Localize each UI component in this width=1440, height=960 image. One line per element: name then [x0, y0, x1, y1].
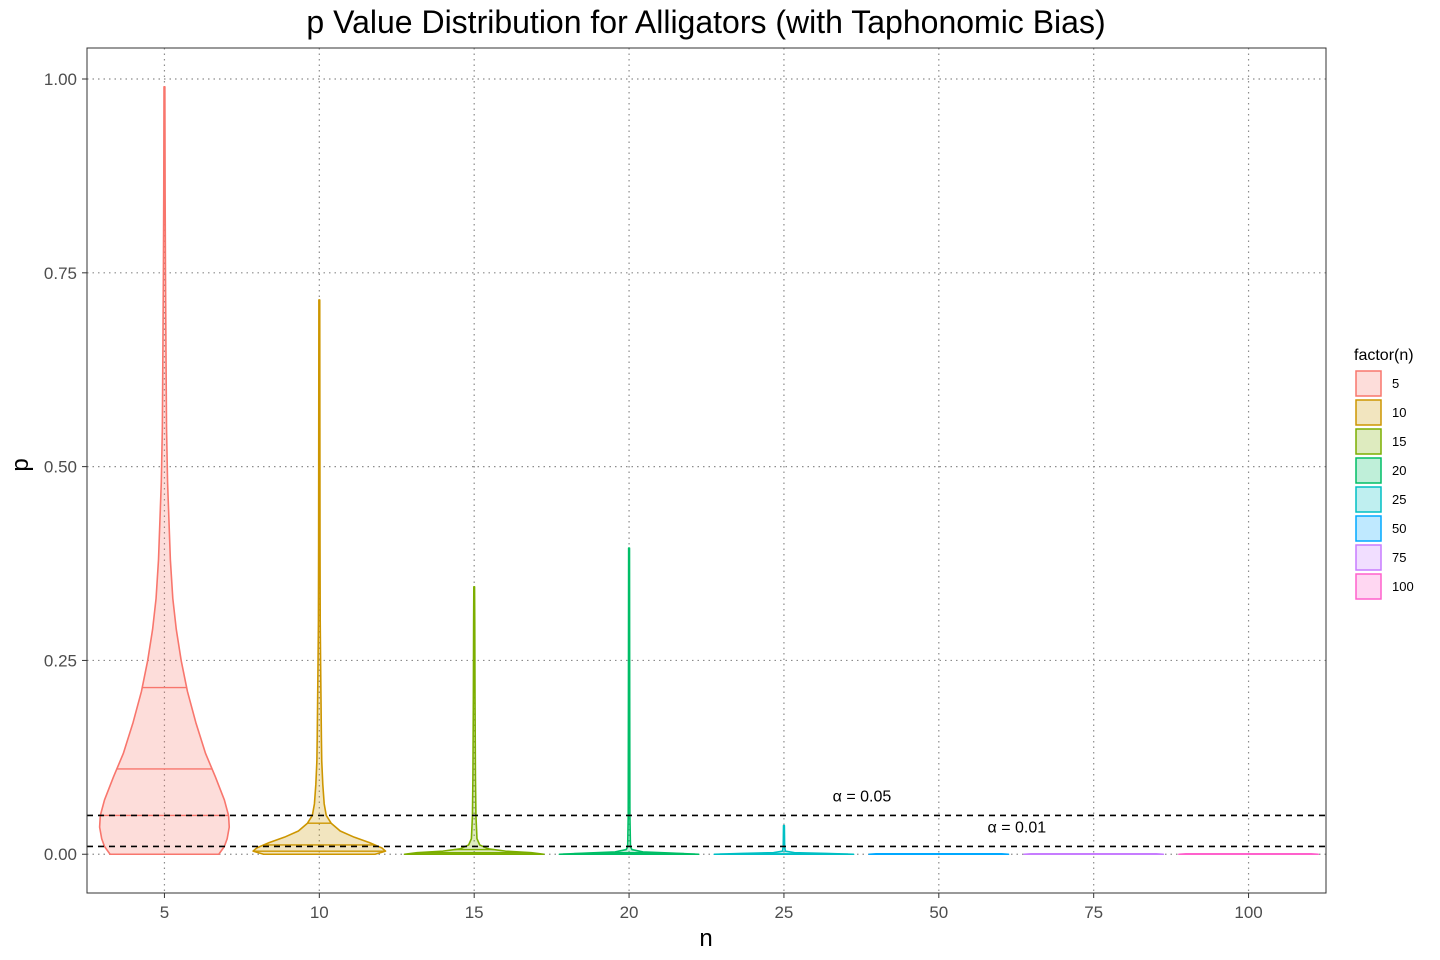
legend-key-75: [1355, 544, 1382, 571]
legend-label-100: 100: [1392, 579, 1414, 594]
x-tick-label-20: 20: [620, 903, 639, 922]
y-tick-label-0: 0.00: [44, 845, 77, 864]
reference-line-label-1: α = 0.01: [988, 819, 1047, 836]
legend-label-50: 50: [1392, 521, 1406, 536]
x-tick-label-75: 75: [1084, 903, 1103, 922]
legend-key-10: [1355, 399, 1382, 426]
x-tick-label-5: 5: [160, 903, 169, 922]
legend-key-100: [1355, 573, 1382, 600]
violin-20: [558, 547, 700, 856]
legend-key-25: [1355, 486, 1382, 513]
legend-label-5: 5: [1392, 376, 1399, 391]
legend-title: factor(n): [1354, 347, 1414, 364]
y-tick-label-2: 0.50: [44, 458, 77, 477]
x-tick-label-10: 10: [310, 903, 329, 922]
panel-border: [86, 47, 1327, 894]
axes: 0.00 0.25 0.50 0.75 1.00 5 10 15 20 25 50 75 100: [44, 70, 1263, 922]
violin-body-5: [98, 85, 231, 856]
legend-key-15: [1355, 428, 1382, 455]
x-tick-label-100: 100: [1234, 903, 1262, 922]
x-tick-label-50: 50: [929, 903, 948, 922]
y-tick-label-1: 0.25: [44, 651, 77, 670]
violin-15: [403, 585, 545, 856]
violin-body-15: [403, 585, 545, 856]
legend-key-20: [1355, 457, 1382, 484]
x-tick-label-15: 15: [465, 903, 484, 922]
legend-label-10: 10: [1392, 405, 1406, 420]
reference-lines: α = 0.05 α = 0.01: [87, 788, 1326, 848]
chart-title: p Value Distribution for Alligators (wit…: [306, 4, 1105, 40]
reference-line-label-0: α = 0.05: [833, 788, 892, 805]
legend-key-50: [1355, 515, 1382, 542]
legend: factor(n) 5 10 15 20 25 50 75 100: [1354, 347, 1414, 600]
legend-label-15: 15: [1392, 434, 1406, 449]
legend-label-20: 20: [1392, 463, 1406, 478]
violin-10: [252, 299, 387, 856]
legend-label-75: 75: [1392, 550, 1406, 565]
violin-layer: [98, 85, 1320, 856]
x-axis-title: n: [699, 925, 712, 952]
x-tick-label-25: 25: [774, 903, 793, 922]
violin-25: [713, 824, 855, 856]
y-axis-title: p: [7, 458, 34, 471]
legend-label-25: 25: [1392, 492, 1406, 507]
y-tick-label-4: 1.00: [44, 70, 77, 89]
legend-key-5: [1355, 370, 1382, 397]
y-tick-label-3: 0.75: [44, 264, 77, 283]
